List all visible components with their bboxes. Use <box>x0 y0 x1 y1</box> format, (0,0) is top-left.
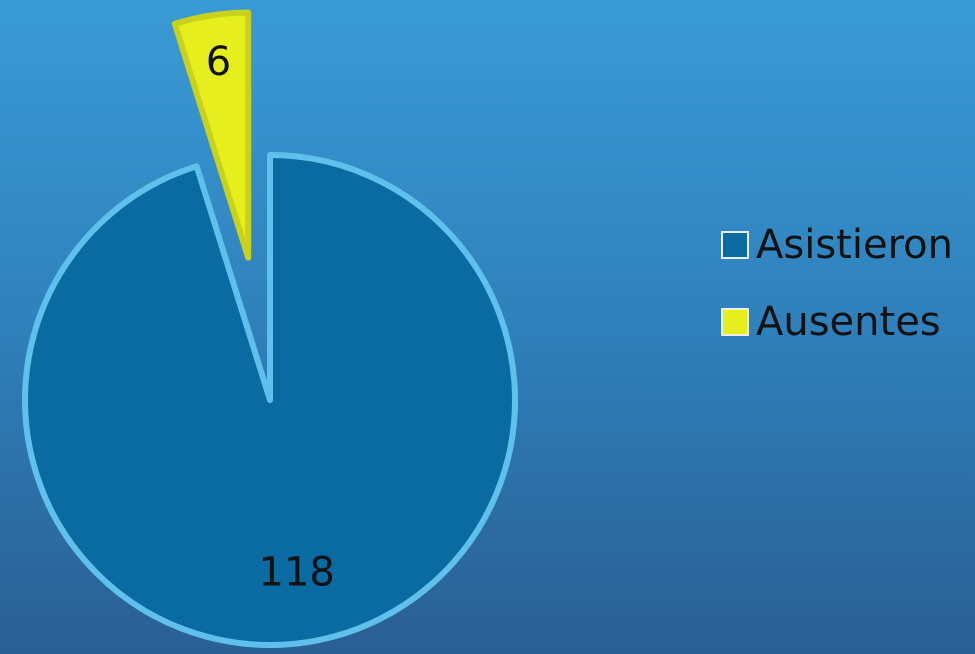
pie-slice <box>22 152 518 648</box>
pie-slice <box>171 9 252 261</box>
legend-label: Asistieron <box>756 222 953 268</box>
data-label: 118 <box>259 549 335 595</box>
legend-swatch <box>721 308 749 336</box>
legend-label: Ausentes <box>756 299 941 345</box>
legend-swatch <box>721 231 749 259</box>
data-label: 6 <box>206 39 231 85</box>
